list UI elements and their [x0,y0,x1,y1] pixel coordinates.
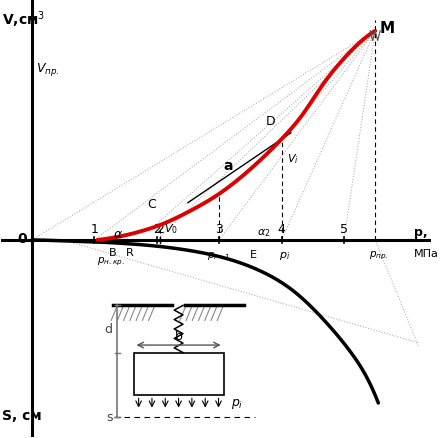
Text: p,: p, [414,226,427,238]
Text: $p_{пр.}$: $p_{пр.}$ [369,249,388,262]
Bar [134,353,224,396]
Text: b: b [175,329,183,342]
Text: $\alpha$: $\alpha$ [113,228,123,241]
Text: 4: 4 [278,222,285,235]
Text: 0: 0 [17,231,27,245]
Text: $V_{пр.}$: $V_{пр.}$ [36,61,60,78]
Text: D: D [265,115,275,128]
Text: 2: 2 [153,222,161,235]
Text: $p_{i-1}$: $p_{i-1}$ [207,249,231,261]
Text: s: s [106,410,113,424]
Text: B: B [109,247,117,257]
Text: R: R [126,247,134,257]
Text: 5: 5 [340,222,348,235]
Text: $p_i$: $p_i$ [231,396,243,410]
Text: МПа: МПа [414,248,439,258]
Text: V,см$^3$: V,см$^3$ [2,9,45,30]
Text: 1: 1 [90,222,98,235]
Text: 3: 3 [215,222,223,235]
Text: S, см: S, см [2,408,42,422]
Text: E: E [250,249,257,259]
Text: C: C [148,198,156,210]
Text: a: a [224,159,233,173]
Text: d: d [105,323,113,336]
Text: $V_i$: $V_i$ [287,152,298,166]
Text: $p_{н.кр.}$: $p_{н.кр.}$ [97,255,125,267]
Text: $p_i$: $p_i$ [279,249,290,261]
Text: $V_0$: $V_0$ [164,221,178,235]
Text: M: M [380,21,395,36]
Text: 2: 2 [156,222,164,235]
Text: $\alpha_2$: $\alpha_2$ [257,227,271,239]
